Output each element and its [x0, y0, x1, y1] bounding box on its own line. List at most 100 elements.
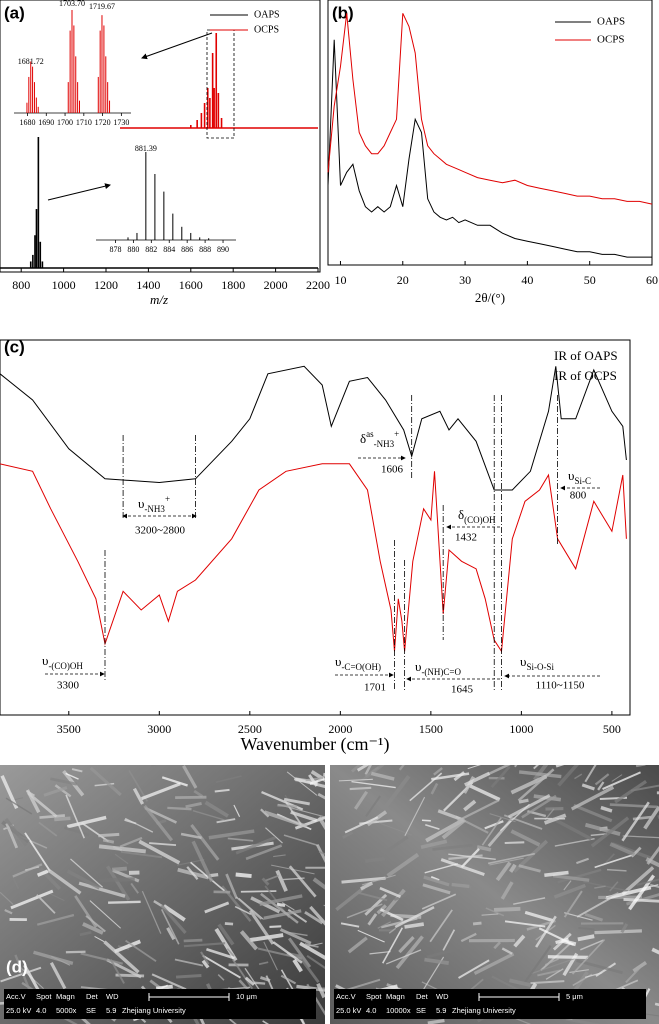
crystal	[215, 775, 242, 784]
x-tick-label: 30	[459, 273, 471, 287]
peak-label: 1681.72	[18, 57, 44, 66]
crystal	[379, 886, 401, 898]
crystal	[198, 1014, 206, 1024]
crystal	[420, 839, 448, 849]
crystal	[114, 853, 129, 865]
crystal	[263, 909, 302, 920]
annotation-label: υ-C=O(OH)	[335, 654, 381, 672]
sem-background	[0, 765, 325, 1024]
crystal	[229, 1018, 237, 1024]
crystal	[357, 891, 388, 902]
crystal	[507, 794, 551, 819]
crystal	[555, 765, 565, 768]
plot-frame	[327, 0, 653, 266]
crystal	[565, 1017, 601, 1024]
crystal	[103, 940, 140, 974]
crystal	[594, 773, 610, 786]
legend-label: IR of OAPS	[554, 348, 618, 363]
crystal	[513, 897, 546, 905]
x-tick-label: 10	[334, 273, 346, 287]
annotation-label: υ-(NH)C=O	[415, 659, 462, 677]
crystal	[304, 943, 319, 948]
crystal	[437, 809, 464, 822]
crystal	[304, 910, 324, 925]
crystal	[620, 923, 629, 934]
crystal	[626, 893, 659, 906]
sem-value: 25.0 kV	[6, 1006, 31, 1015]
crystal	[584, 765, 597, 783]
crystal	[441, 818, 467, 840]
crystal	[151, 765, 158, 767]
crystal	[54, 816, 71, 822]
crystal	[144, 806, 177, 824]
crystal	[347, 936, 368, 954]
crystal	[193, 789, 204, 798]
crystal	[621, 801, 650, 842]
crystal	[108, 900, 141, 904]
crystal	[533, 765, 540, 770]
crystal	[557, 868, 602, 884]
crystal	[530, 980, 565, 985]
crystal	[563, 880, 572, 891]
crystal	[272, 941, 303, 964]
crystal	[342, 831, 354, 839]
crystal	[464, 771, 491, 787]
crystal	[253, 981, 266, 985]
crystal	[625, 966, 642, 984]
crystal	[538, 927, 575, 946]
crystal	[151, 973, 187, 991]
inset-tick-label: 1720	[95, 118, 111, 127]
crystal	[273, 854, 286, 858]
crystal	[424, 863, 459, 874]
crystal	[204, 800, 229, 818]
crystal	[287, 937, 312, 968]
crystal	[569, 969, 589, 973]
crystal	[398, 935, 415, 954]
crystal	[381, 888, 406, 918]
crystal	[602, 771, 641, 790]
panel-label: (d)	[6, 957, 28, 976]
crystal	[155, 984, 173, 991]
crystal	[518, 864, 541, 873]
crystal	[47, 868, 82, 895]
panel-label: (b)	[332, 3, 354, 22]
crystal	[192, 810, 225, 821]
crystal	[398, 765, 405, 771]
crystal	[611, 774, 623, 782]
crystal	[290, 810, 318, 822]
crystal	[111, 866, 128, 872]
crystal	[50, 893, 65, 902]
crystal	[183, 938, 203, 943]
crystal	[258, 961, 269, 966]
crystal	[590, 816, 630, 848]
sem-header: Magn	[386, 992, 405, 1001]
annotation-label: δ(CO)OH	[458, 507, 496, 525]
crystal	[54, 784, 72, 798]
crystal	[463, 799, 477, 812]
crystal	[281, 902, 295, 911]
x-tick-label: 20	[397, 273, 409, 287]
crystal	[130, 882, 139, 894]
crystal	[353, 790, 369, 810]
crystal	[571, 939, 606, 975]
crystal	[460, 932, 477, 943]
zoom-arrow	[47, 183, 111, 201]
crystal	[493, 906, 521, 912]
crystal	[260, 892, 299, 924]
crystal	[481, 817, 502, 846]
crystal	[609, 803, 658, 809]
annotation-label: υSi-O-Si	[520, 654, 554, 672]
crystal	[79, 930, 92, 937]
crystal	[39, 814, 66, 819]
crystal	[202, 954, 241, 979]
crystal	[357, 929, 385, 943]
crystal	[66, 869, 101, 890]
crystal	[292, 958, 303, 973]
crystal	[216, 818, 236, 824]
sem-header: Det	[416, 992, 429, 1001]
x-tick-label: 500	[603, 722, 621, 736]
crystal	[573, 803, 613, 823]
crystal	[531, 957, 577, 975]
annotation-label: δas-NH3+	[360, 429, 399, 449]
crystal	[388, 927, 397, 934]
